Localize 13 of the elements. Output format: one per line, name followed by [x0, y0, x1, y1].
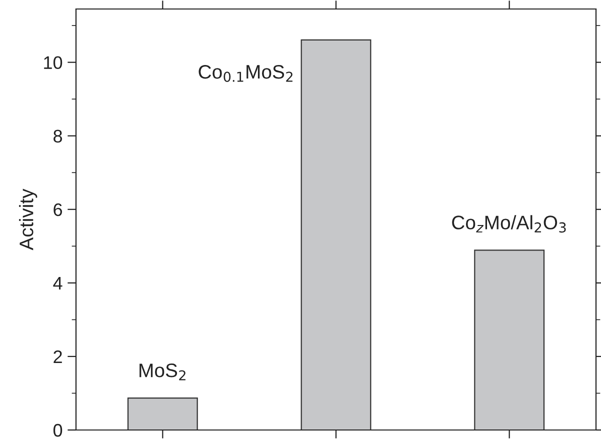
bar [127, 397, 198, 430]
annotation: MoS$_{2}$ [140, 364, 186, 380]
annotation: Co$_{z}$Mo/Al$_{2}$O$_{3}$ [452, 215, 566, 233]
bar [474, 250, 545, 430]
y-axis-title: Activity [19, 188, 38, 250]
y-tick-label: 10 [44, 56, 62, 70]
annotation: Co$_{0.1}$MoS$_{2}$ [198, 64, 292, 82]
y-tick-label: 4 [53, 277, 62, 290]
y-tick-label: 2 [54, 350, 62, 364]
bar [300, 39, 372, 430]
y-tick-label: 6 [54, 203, 62, 216]
y-tick-label: 8 [54, 130, 62, 143]
y-tick-label: 0 [53, 424, 62, 437]
